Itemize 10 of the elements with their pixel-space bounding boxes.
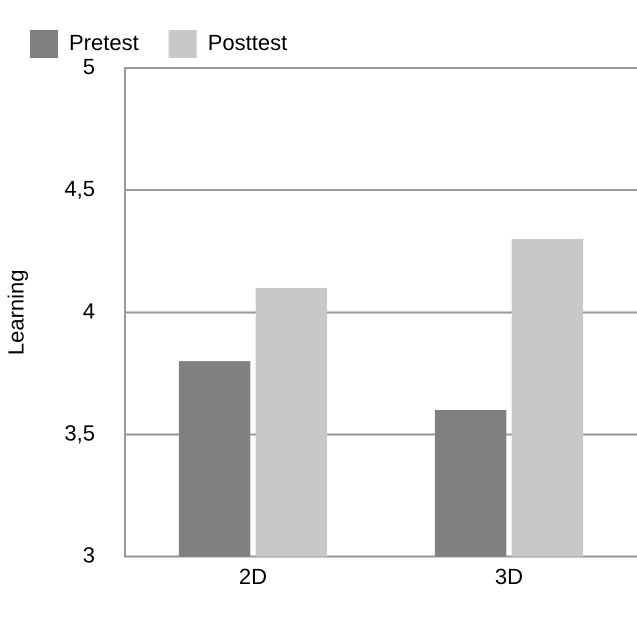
- y-tick-label: 4: [82, 298, 95, 324]
- y-axis-title: Learning: [3, 269, 28, 356]
- legend-label: Pretest: [69, 30, 139, 56]
- y-tick-label: 5: [82, 54, 95, 80]
- y-tick-label: 4,5: [64, 176, 95, 202]
- x-tick-label: 2D: [238, 564, 268, 589]
- y-tick-label: 3,5: [64, 420, 95, 446]
- legend-label: Posttest: [208, 30, 288, 56]
- x-tick-label: 3D: [494, 564, 524, 589]
- y-tick-label: 3: [82, 542, 95, 568]
